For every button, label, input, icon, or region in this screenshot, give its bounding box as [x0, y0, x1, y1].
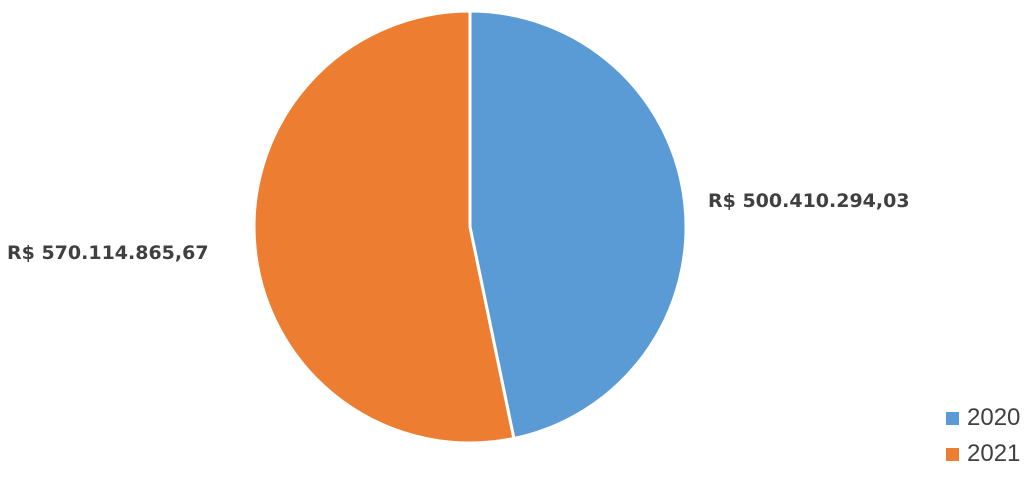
legend-label-2020: 2020 [967, 404, 1021, 431]
pie-slices [252, 9, 688, 445]
legend-label-2021: 2021 [967, 440, 1021, 467]
pie-slice-2021 [252, 9, 516, 445]
data-label-2020: R$ 500.410.294,03 [708, 190, 910, 212]
pie-slice-2020 [468, 9, 688, 440]
legend-item-2021: 2021 [946, 436, 1020, 472]
data-label-2021: R$ 570.114.865,67 [7, 242, 209, 264]
legend-swatch-2021 [946, 447, 959, 461]
legend-item-2020: 2020 [946, 400, 1020, 436]
legend: 2020 2021 [946, 400, 1020, 472]
legend-swatch-2020 [946, 411, 959, 425]
